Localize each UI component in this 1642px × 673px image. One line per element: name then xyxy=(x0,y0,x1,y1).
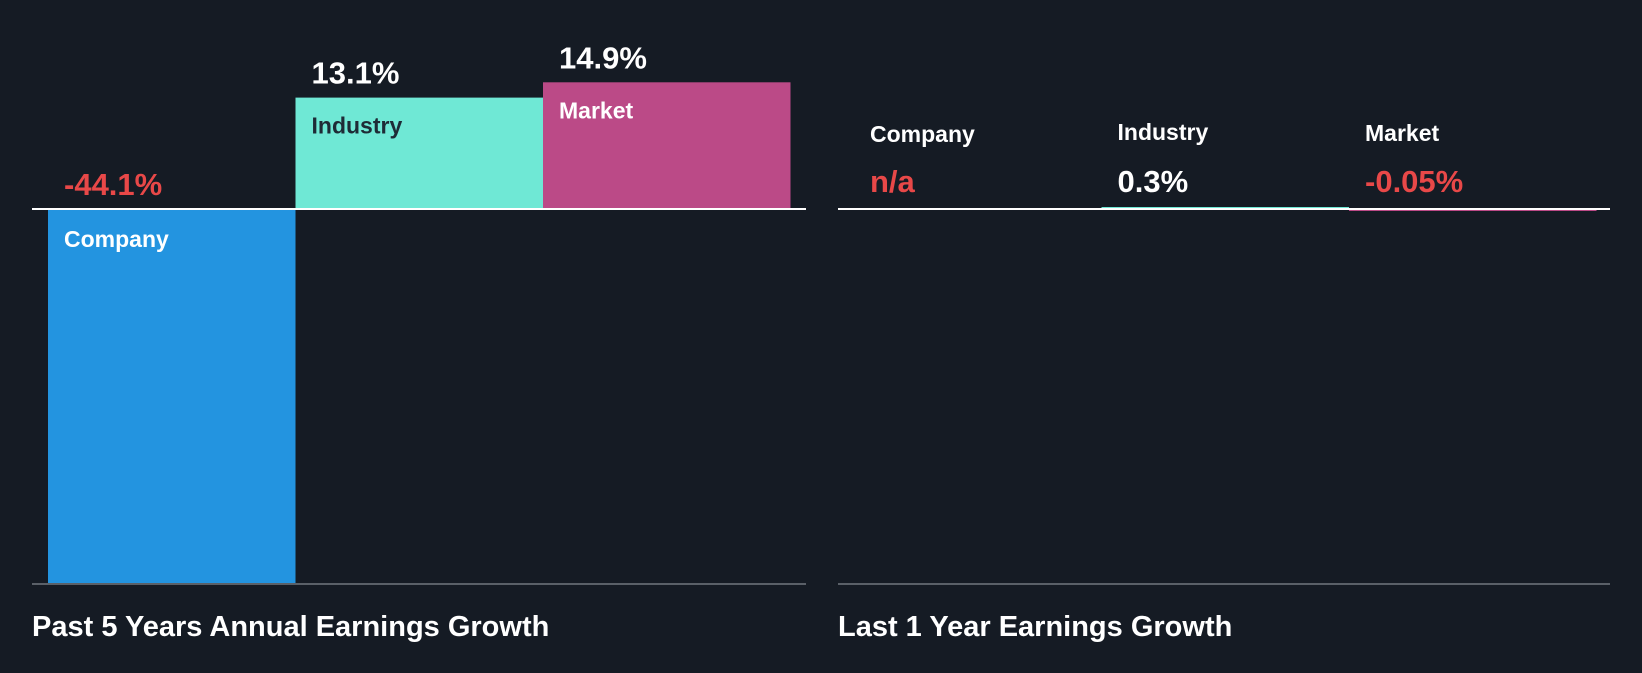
bar-market-5y xyxy=(543,82,791,209)
category-label-company-5y: Company xyxy=(64,226,169,252)
value-label-industry-1y: 0.3% xyxy=(1118,164,1189,199)
value-label-market-1y: -0.05% xyxy=(1365,164,1463,199)
bar-industry-5y xyxy=(295,97,543,209)
category-label-market-1y: Market xyxy=(1365,120,1439,146)
chart-1y: Company Industry Market n/a 0.3% -0.05% … xyxy=(838,119,1610,643)
value-label-industry-5y: 13.1% xyxy=(312,56,400,91)
value-label-company-1y: n/a xyxy=(870,164,916,199)
chart-5y: -44.1% 13.1% 14.9% Company Industry Mark… xyxy=(32,40,806,643)
category-label-industry-1y: Industry xyxy=(1118,119,1209,145)
value-label-market-5y: 14.9% xyxy=(559,40,647,75)
category-label-company-1y: Company xyxy=(870,121,975,147)
category-label-market-5y: Market xyxy=(559,97,633,123)
chart-title-1y: Last 1 Year Earnings Growth xyxy=(838,611,1232,643)
chart-title-5y: Past 5 Years Annual Earnings Growth xyxy=(32,611,549,643)
category-label-industry-5y: Industry xyxy=(312,113,403,139)
value-label-company-5y: -44.1% xyxy=(64,167,162,202)
bar-company-5y xyxy=(48,209,296,584)
